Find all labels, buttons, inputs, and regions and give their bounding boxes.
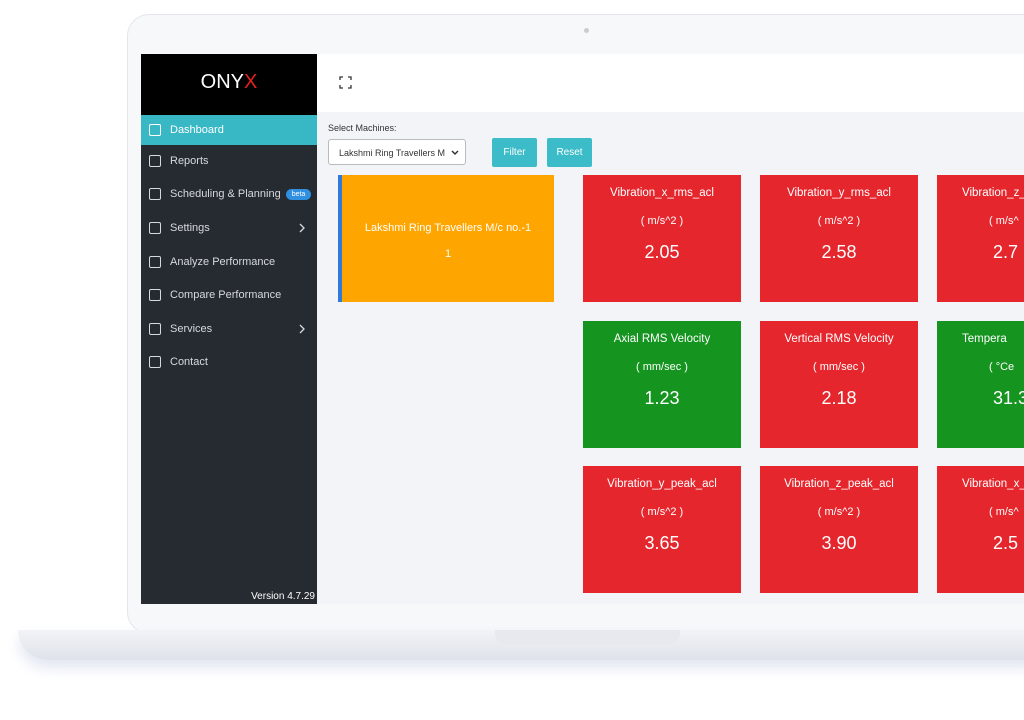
metric-unit: ( m/s^ [989,506,1019,518]
metric-value: 31.3 [993,388,1024,408]
metric-tile[interactable]: Vibration_y_peak_acl ( m/s^2 ) 3.65 [583,466,741,593]
nav-icon [149,222,161,234]
metric-value: 3.65 [644,533,680,553]
version: Version 4.7.29 [251,591,315,602]
camera [584,28,589,33]
laptop-notch [495,630,680,644]
logo[interactable]: ONYX [141,54,317,115]
nav-label: Dashboard [170,124,224,136]
screen: ONYX Version 4.7.29 Dashboard Reports Sche… [141,54,1024,604]
chevron [299,324,305,334]
metric-value: 2.58 [821,242,857,262]
nav-label: Compare Performance [170,289,282,301]
nav-label: Contact [170,356,208,368]
metric-title: Vibration_y_rms_acl [787,187,891,199]
sidebar: ONYX Version 4.7.29 Dashboard Reports Sche… [141,54,317,604]
metric-title: Vibration_x_rms_acl [610,187,714,199]
nav-item[interactable]: Contact [141,347,317,377]
metric-unit: ( m/s^2 ) [640,506,684,518]
nav-label: Scheduling & Planning beta [170,179,312,209]
metric-value: 2.7 [993,242,1019,262]
nav-item[interactable]: Scheduling & Planning beta [141,179,317,209]
nav-item[interactable]: Settings [141,213,317,243]
machine-select[interactable]: Lakshmi Ring Travellers M [328,139,466,165]
nav-badge: beta [285,188,312,200]
metric-unit: ( m/s^2 ) [817,506,861,518]
metric-tile[interactable]: Tempera ( °Ce 31.3 [937,321,1024,448]
metric-value: 2.18 [821,388,857,408]
metric-unit: ( m/s^2 ) [817,215,861,227]
metric-unit: ( °Ce [989,361,1015,373]
select-caret [451,150,459,156]
reset-button[interactable]: Reset [547,138,592,167]
nav-label: Reports [170,155,209,167]
metric-title: Vibration_z_ [962,187,1024,199]
nav-label: Settings [170,222,210,234]
nav-item[interactable]: Dashboard [141,115,317,145]
nav-label: Analyze Performance [170,256,276,268]
metric-unit: ( mm/sec ) [636,361,688,373]
metric-value: 2.5 [993,533,1019,553]
nav-label: Services [170,323,213,335]
select-value: Lakshmi Ring Travellers M [339,148,446,158]
metric-unit: ( m/s^ [989,215,1019,227]
metric-title: Vibration_z_peak_acl [784,478,894,490]
nav-item[interactable]: Compare Performance [141,280,317,310]
metric-tile[interactable]: Vibration_z_peak_acl ( m/s^2 ) 3.90 [760,466,918,593]
select-label: Select Machines: [328,123,397,133]
metric-value: 3.90 [821,533,857,553]
logo-accent: X [244,71,258,93]
fullscreen-icon[interactable] [339,76,352,89]
nav-item[interactable]: Reports [141,146,317,176]
metric-unit: ( m/s^2 ) [640,215,684,227]
nav-item[interactable]: Services [141,314,317,344]
metric-title: Tempera [962,333,1007,345]
nav-item[interactable]: Analyze Performance [141,247,317,277]
metric-tile[interactable]: Vibration_z_ ( m/s^ 2.7 [937,175,1024,302]
metric-unit: ( mm/sec ) [813,361,865,373]
nav-icon [149,289,161,301]
machine-card[interactable]: Lakshmi Ring Travellers M/c no.-1 1 [338,175,554,302]
metric-value: 1.23 [644,388,680,408]
metric-tile[interactable]: Vibration_y_rms_acl ( m/s^2 ) 2.58 [760,175,918,302]
metric-tile[interactable]: Vertical RMS Velocity ( mm/sec ) 2.18 [760,321,918,448]
machine-id: 1 [444,248,452,260]
nav-icon [149,155,161,167]
metric-value: 2.05 [644,242,680,262]
metric-title: Vertical RMS Velocity [784,333,894,345]
chevron [299,223,305,233]
nav-icon [149,124,161,136]
nav-icon [149,356,161,368]
filter-button[interactable]: Filter [492,138,537,167]
metric-tile[interactable]: Vibration_x_ ( m/s^ 2.5 [937,466,1024,593]
logo-text: ONY [200,71,244,93]
machine-name: Lakshmi Ring Travellers M/c no.-1 [364,222,532,234]
top-bar [317,54,1024,112]
metric-title: Vibration_x_ [962,478,1024,490]
nav-icon [149,188,161,200]
metric-title: Vibration_y_peak_acl [607,478,717,490]
nav-icon [149,256,161,268]
metric-title: Axial RMS Velocity [613,333,711,345]
nav-icon [149,323,161,335]
metric-tile[interactable]: Vibration_x_rms_acl ( m/s^2 ) 2.05 [583,175,741,302]
metric-tile[interactable]: Axial RMS Velocity ( mm/sec ) 1.23 [583,321,741,448]
